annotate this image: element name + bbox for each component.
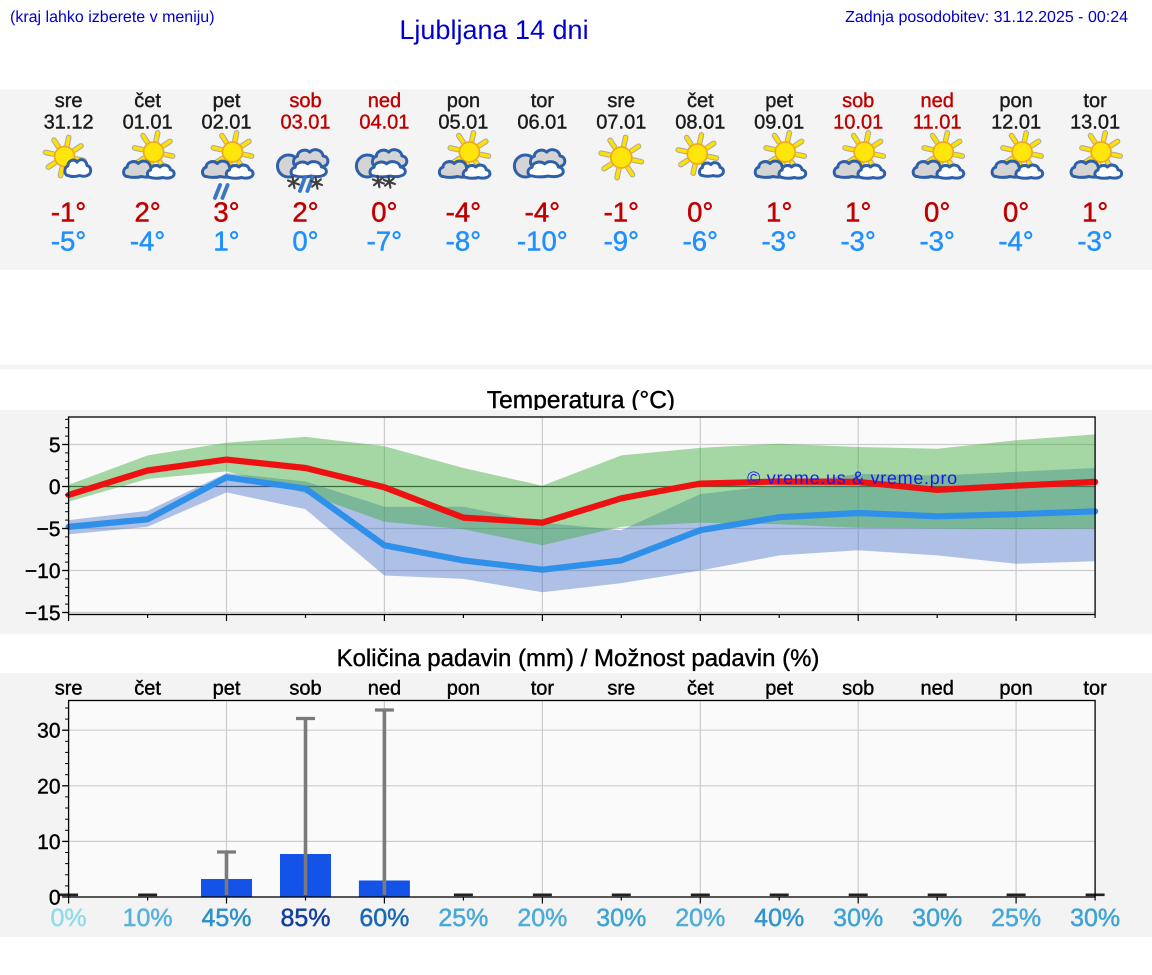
svg-text:85%: 85% [280,904,330,932]
svg-text:-3°: -3° [919,226,954,257]
svg-text:20%: 20% [517,904,567,932]
svg-text:-4°: -4° [525,197,560,228]
svg-text:30%: 30% [596,904,646,932]
svg-text:11.01: 11.01 [913,112,962,134]
svg-text:1°: 1° [766,197,792,228]
svg-text:0: 0 [49,476,61,499]
svg-text:20: 20 [37,775,60,798]
svg-text:pon: pon [999,678,1032,700]
svg-text:05.01: 05.01 [438,112,488,134]
svg-text:60%: 60% [359,904,409,932]
svg-text:1°: 1° [1082,197,1108,228]
svg-text:2°: 2° [292,197,318,228]
svg-text:0°: 0° [924,197,950,228]
svg-text:-10°: -10° [517,226,568,257]
svg-text:(kraj lahko izberete v meniju): (kraj lahko izberete v meniju) [10,9,215,26]
svg-text:pon: pon [447,678,480,700]
svg-text:sob: sob [842,678,874,700]
svg-text:0°: 0° [1003,197,1029,228]
svg-text:30%: 30% [833,904,883,932]
svg-text:0°: 0° [371,197,397,228]
svg-text:pon: pon [447,90,480,112]
svg-text:12.01: 12.01 [991,112,1041,134]
svg-text:-1°: -1° [604,197,639,228]
svg-text:sre: sre [607,678,635,700]
svg-text:pet: pet [765,90,793,112]
svg-text:čet: čet [134,678,161,700]
svg-text:25%: 25% [438,904,488,932]
svg-text:09.01: 09.01 [754,112,804,134]
svg-text:10.01: 10.01 [833,112,883,134]
svg-text:pet: pet [765,678,793,700]
svg-text:-6°: -6° [683,226,718,257]
svg-text:-7°: -7° [367,226,402,257]
svg-text:ned: ned [921,678,954,700]
svg-text:Količina padavin (mm) / Možnos: Količina padavin (mm) / Možnost padavin … [337,645,820,672]
svg-text:pon: pon [999,90,1032,112]
svg-text:© vreme.us & vreme.pro: © vreme.us & vreme.pro [747,468,958,488]
svg-text:tor: tor [531,678,555,700]
svg-text:02.01: 02.01 [201,112,251,134]
svg-text:−10: −10 [25,560,61,583]
svg-text:08.01: 08.01 [675,112,725,134]
svg-text:3°: 3° [213,197,239,228]
svg-text:30: 30 [37,720,60,743]
svg-text:tor: tor [1083,678,1107,700]
svg-text:-3°: -3° [761,226,796,257]
svg-text:Temperatura (°C): Temperatura (°C) [487,387,675,414]
svg-text:-9°: -9° [604,226,639,257]
svg-text:45%: 45% [201,904,251,932]
svg-text:sob: sob [842,90,874,112]
svg-text:čet: čet [687,90,714,112]
svg-text:pet: pet [213,678,241,700]
svg-text:-4°: -4° [446,197,481,228]
svg-text:Zadnja posodobitev: 31.12.2025: Zadnja posodobitev: 31.12.2025 - 00:24 [845,9,1128,26]
svg-text:04.01: 04.01 [359,112,409,134]
svg-text:0°: 0° [687,197,713,228]
svg-text:-4°: -4° [130,226,165,257]
svg-text:sob: sob [289,90,321,112]
svg-text:Ljubljana 14 dni: Ljubljana 14 dni [399,15,588,45]
svg-text:čet: čet [687,678,714,700]
svg-text:sob: sob [289,678,321,700]
svg-text:0: 0 [49,887,61,910]
svg-text:1°: 1° [213,226,239,257]
svg-text:0°: 0° [292,226,318,257]
svg-text:13.01: 13.01 [1070,112,1120,134]
svg-text:ned: ned [921,90,954,112]
svg-text:-5°: -5° [51,226,86,257]
svg-text:čet: čet [134,90,161,112]
svg-text:-1°: -1° [51,197,86,228]
svg-text:-8°: -8° [446,226,481,257]
svg-text:03.01: 03.01 [280,112,330,134]
svg-text:tor: tor [531,90,555,112]
svg-text:31.12: 31.12 [44,112,94,134]
svg-text:tor: tor [1083,90,1107,112]
svg-text:10%: 10% [123,904,173,932]
svg-text:sre: sre [55,90,83,112]
svg-text:ned: ned [368,678,401,700]
svg-text:40%: 40% [754,904,804,932]
svg-text:pet: pet [213,90,241,112]
svg-text:10: 10 [37,831,60,854]
svg-text:5: 5 [49,434,61,457]
svg-text:25%: 25% [991,904,1041,932]
svg-text:-3°: -3° [840,226,875,257]
svg-text:01.01: 01.01 [123,112,173,134]
svg-text:-4°: -4° [998,226,1033,257]
svg-text:sre: sre [55,678,83,700]
svg-text:ned: ned [368,90,401,112]
svg-text:0%: 0% [51,904,87,932]
svg-text:20%: 20% [675,904,725,932]
svg-text:sre: sre [607,90,635,112]
svg-text:1°: 1° [845,197,871,228]
svg-text:−5: −5 [37,518,61,541]
svg-text:-3°: -3° [1077,226,1112,257]
svg-text:−15: −15 [25,602,61,625]
svg-text:2°: 2° [134,197,160,228]
svg-text:07.01: 07.01 [596,112,646,134]
svg-text:30%: 30% [912,904,962,932]
svg-text:30%: 30% [1070,904,1120,932]
svg-text:06.01: 06.01 [517,112,567,134]
